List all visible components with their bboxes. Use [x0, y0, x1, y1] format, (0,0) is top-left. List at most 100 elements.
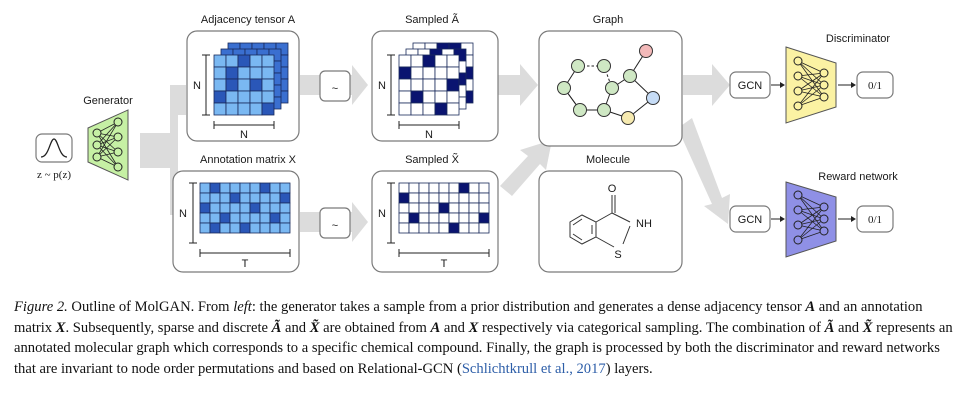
sampled-a-n-horizontal: N [425, 129, 433, 141]
matrix-cell [269, 192, 281, 204]
matrix-cell [398, 102, 412, 116]
matrix-cell [225, 102, 239, 116]
caption-figure-label: Figure 2. [14, 299, 68, 315]
matrix-cell [446, 102, 460, 116]
matrix-cell [428, 192, 440, 204]
matrix-cell [237, 102, 251, 116]
matrix-cell [418, 202, 430, 214]
matrix-cell [422, 90, 436, 104]
matrix-cell [398, 212, 410, 224]
matrix-cell [269, 202, 281, 214]
matrix-cell [209, 212, 221, 224]
matrix-cell [448, 212, 460, 224]
adjacency-title: Adjacency tensor A [201, 14, 296, 26]
matrix-cell [408, 212, 420, 224]
graph-node-yellow [621, 111, 635, 125]
arrow-graph-to-gcn-top [683, 64, 730, 106]
matrix-cell [219, 222, 231, 234]
caption-math: X̃ [862, 319, 873, 336]
sampled-a-n-vertical: N [378, 80, 386, 92]
matrix-cell [249, 182, 261, 194]
caption-math: A [430, 319, 441, 336]
matrix-cell [418, 192, 430, 204]
arrow-sampled-a-to-graph [498, 64, 538, 106]
matrix-cell [434, 90, 448, 104]
caption-math: X̃ [309, 319, 320, 336]
matrix-cell [213, 78, 227, 92]
matrix-cell [237, 90, 251, 104]
matrix-cell [269, 212, 281, 224]
annotation-title: Annotation matrix X [200, 154, 297, 166]
matrix-cell [478, 212, 490, 224]
matrix-cell [229, 202, 241, 214]
matrix-cell [219, 182, 231, 194]
adjacency-n-vertical: N [193, 80, 201, 92]
graph-node-blue [646, 91, 660, 105]
graph-node [573, 103, 587, 117]
generator-title: Generator [83, 95, 133, 107]
matrix-cell [468, 222, 480, 234]
matrix-cell [219, 192, 231, 204]
matrix-cell [249, 202, 261, 214]
matrix-cell [448, 182, 460, 194]
matrix-cell [213, 54, 227, 68]
citation-link[interactable]: Schlichtkrull et al., 2017 [461, 360, 606, 377]
reward-network [785, 181, 837, 258]
matrix-cell [261, 54, 275, 68]
caption-math: A [805, 299, 816, 315]
matrix-cell [478, 202, 490, 214]
caption-text: ) layers. [605, 360, 653, 377]
matrix-cell [213, 90, 227, 104]
discriminator-network [785, 46, 837, 124]
matrix-cell [428, 182, 440, 194]
matrix-cell [199, 192, 211, 204]
prior-block: z ~ p(z) [35, 133, 73, 181]
caption-math: Ã [824, 319, 835, 336]
matrix-cell [259, 202, 271, 214]
matrix-cell [279, 222, 291, 234]
gcn-box-bottom [729, 205, 771, 233]
matrix-cell [225, 66, 239, 80]
graph-node [557, 81, 571, 95]
graph-node [623, 69, 637, 83]
matrix-cell [438, 212, 450, 224]
matrix-cell [434, 102, 448, 116]
matrix-cell [398, 78, 412, 92]
sampling-op-top-symbol: ~ [332, 83, 338, 95]
generator-neurons [92, 117, 123, 172]
caption-text: are obtained from [319, 319, 431, 336]
matrix-cell [229, 192, 241, 204]
caption-text: . Subsequently, sparse and discrete [65, 319, 272, 336]
matrix-cell [468, 202, 480, 214]
matrix-cell [209, 202, 221, 214]
matrix-cell [458, 182, 470, 194]
annotation-n-vertical: N [179, 208, 187, 220]
matrix-cell [398, 222, 410, 234]
matrix-cell [229, 212, 241, 224]
matrix-cell [259, 222, 271, 234]
matrix-cell [225, 78, 239, 92]
matrix-cell [219, 202, 231, 214]
molecule-structure [569, 195, 631, 248]
matrix-cell [398, 66, 412, 80]
matrix-cell [398, 202, 410, 214]
matrix-cell [259, 212, 271, 224]
gcn-label-top: GCN [738, 80, 763, 92]
matrix-cell [261, 90, 275, 104]
matrix-cell [458, 192, 470, 204]
caption-math: X [468, 319, 479, 336]
matrix-cell [446, 78, 460, 92]
matrix-cell [408, 182, 420, 194]
matrix-cell [279, 192, 291, 204]
matrix-cell [410, 54, 424, 68]
matrix-cell [446, 90, 460, 104]
sampled-x-n-vertical: N [378, 208, 386, 220]
graph-node [605, 81, 619, 95]
sampled-a-dimension-lines [387, 54, 460, 129]
matrix-cell [410, 66, 424, 80]
graph-node [571, 59, 585, 73]
matrix-cell [398, 192, 410, 204]
caption-text: represents an annotated molecular graph … [14, 319, 953, 377]
matrix-cell [398, 182, 410, 194]
matrix-cell [434, 54, 448, 68]
